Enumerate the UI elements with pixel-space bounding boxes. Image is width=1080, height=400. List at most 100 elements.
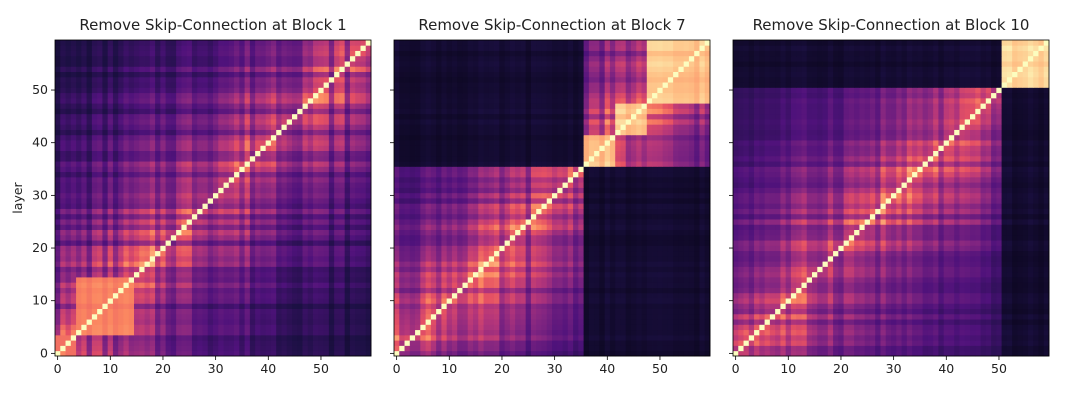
heatmap-cell [249, 266, 256, 273]
heatmap-cell [415, 277, 421, 283]
heatmap-cell [60, 240, 66, 246]
heatmap-cell [588, 234, 595, 241]
heatmap-cell [318, 203, 324, 209]
heatmap-cell [239, 61, 245, 67]
heatmap-cell [255, 229, 261, 236]
heatmap-cell [292, 171, 298, 178]
heatmap-cell [355, 334, 361, 341]
heatmap-cell [239, 240, 245, 246]
heatmap-cell [128, 171, 135, 178]
heatmap-cell [260, 203, 267, 209]
heatmap-cell [91, 255, 98, 262]
heatmap-cell [270, 66, 277, 72]
heatmap-cell [123, 229, 130, 236]
heatmap-cell [202, 161, 209, 167]
heatmap-cell [260, 234, 267, 241]
heatmap-cell [228, 287, 235, 294]
heatmap-cell [70, 198, 77, 204]
heatmap-cell [504, 255, 511, 262]
heatmap-cell [276, 76, 282, 83]
heatmap-cell [281, 166, 288, 173]
heatmap-cell [588, 345, 595, 352]
heatmap-cell [91, 350, 98, 357]
heatmap-cell [313, 82, 319, 88]
heatmap-cell [165, 82, 172, 88]
heatmap-cell [404, 250, 411, 257]
heatmap-cell [688, 266, 695, 273]
heatmap-cell [139, 71, 145, 78]
heatmap-cell [270, 282, 277, 288]
heatmap-cell [631, 324, 637, 331]
heatmap-cell [134, 203, 140, 209]
heatmap-cell [265, 208, 272, 215]
heatmap-cell [255, 208, 261, 215]
heatmap-cell [683, 277, 690, 283]
heatmap-cell [134, 329, 140, 336]
heatmap-cell [70, 150, 77, 157]
heatmap-cell [86, 140, 93, 146]
heatmap-cell [344, 92, 351, 99]
heatmap-cell [244, 161, 251, 167]
heatmap-cell [197, 113, 203, 120]
heatmap-cell [139, 271, 145, 278]
heatmap-cell [191, 45, 198, 51]
heatmap-cell [536, 255, 542, 262]
heatmap-cell [286, 208, 293, 215]
heatmap-cell [139, 171, 145, 178]
heatmap-cell [355, 150, 361, 157]
heatmap-cell [149, 82, 156, 88]
heatmap-cell [139, 319, 145, 325]
heatmap-cell [478, 324, 484, 331]
heatmap-cell [239, 329, 245, 336]
heatmap-cell [60, 250, 66, 257]
heatmap-cell [234, 287, 240, 294]
heatmap-cell [276, 340, 282, 346]
heatmap-cell [60, 266, 66, 273]
heatmap-cell [70, 82, 77, 88]
heatmap-cell [249, 45, 256, 51]
heatmap-cell [55, 134, 61, 141]
heatmap-cell [60, 97, 66, 104]
heatmap-cell [149, 55, 156, 62]
heatmap-cell [112, 303, 119, 309]
heatmap-cell [339, 282, 346, 288]
heatmap-cell [139, 92, 145, 99]
heatmap-cell [360, 350, 367, 357]
heatmap-cell [313, 213, 319, 220]
heatmap-cell [123, 219, 130, 225]
heatmap-cell [657, 303, 663, 309]
heatmap-cell [228, 176, 235, 183]
heatmap-cell [112, 71, 119, 78]
heatmap-cell [270, 340, 277, 346]
heatmap-cell [328, 345, 335, 352]
heatmap-cell [360, 92, 367, 99]
heatmap-cell [81, 245, 87, 252]
heatmap-cell [260, 166, 267, 173]
heatmap-cell [297, 245, 303, 252]
heatmap-cell [134, 282, 140, 288]
heatmap-cell [328, 161, 335, 167]
heatmap-cell [107, 119, 114, 125]
heatmap-cell [604, 234, 611, 241]
heatmap-cell [409, 282, 416, 288]
heatmap-cell [223, 198, 230, 204]
heatmap-cell [302, 155, 309, 162]
heatmap-cell [139, 245, 145, 252]
heatmap-cell [615, 250, 621, 257]
heatmap-cell [128, 55, 135, 62]
heatmap-cell [515, 324, 521, 331]
heatmap-cell [128, 324, 135, 331]
heatmap-cell [525, 308, 532, 315]
heatmap-cell [457, 255, 463, 262]
heatmap-cell [409, 329, 416, 336]
heatmap-cell [160, 313, 166, 320]
heatmap-cell [55, 66, 61, 72]
heatmap-cell [165, 134, 172, 141]
heatmap-cell [281, 119, 288, 125]
heatmap-cell [573, 245, 579, 252]
heatmap-cell [76, 113, 82, 120]
heatmap-cell [276, 187, 282, 194]
heatmap-cell [118, 229, 124, 236]
heatmap-cell [292, 324, 298, 331]
heatmap-cell [344, 124, 351, 130]
